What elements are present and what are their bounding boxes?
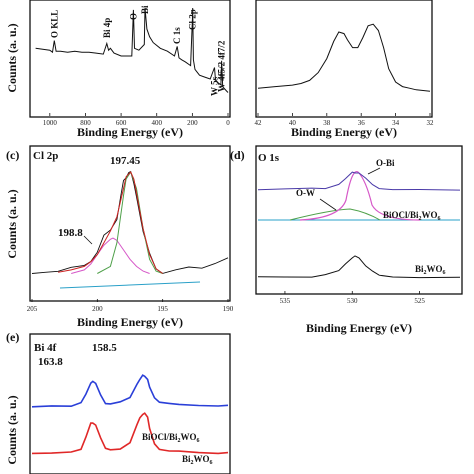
- panel-d-obi-label: O-Bi: [376, 158, 395, 168]
- panel-a-tick-label: 0: [226, 119, 230, 127]
- panel-e-ylabel: Counts (a. u.): [5, 395, 19, 464]
- panel-e-frame: [29, 333, 231, 474]
- panel-a-peak-label: Bi: [140, 5, 150, 14]
- panel-b-w4f-line: [257, 23, 431, 92]
- panel-d-composite-line: [257, 171, 461, 191]
- panel-d-title: O 1s: [258, 152, 280, 164]
- panel-c-baseline: [59, 281, 201, 289]
- panel-b-tick-label: 34: [392, 119, 400, 127]
- panel-d-xlabel: Binding Energy (eV): [306, 321, 412, 335]
- panel-b-tick-label: 40: [289, 119, 297, 127]
- panel-b-tick-label: 38: [323, 119, 331, 127]
- panel-a-peak-label: W 4f5/2 4f7/2: [217, 40, 227, 92]
- panel-a: 1000 800 600 400 200 0 Binding Energy (eV) Co…: [5, 0, 231, 139]
- panel-c-fit-envelope: [58, 171, 163, 274]
- panel-a-peak-labels: O KLL Bi 4p OBi C 1s Cl 2p W 5sW 4f5/2 4f7/2: [49, 5, 226, 96]
- panel-a-peak-label: C 1s: [172, 27, 182, 44]
- panel-c-tick-label: 190: [223, 305, 234, 313]
- panel-e-title: Bi 4f: [34, 342, 57, 354]
- panel-e-peak-158: 158.5: [92, 342, 117, 354]
- panel-c-xlabel: Binding Energy (eV): [77, 315, 183, 329]
- panel-c-tick-label: 200: [92, 305, 103, 313]
- panel-b: 42 40 38 36 34 32 Binding Energy (eV): [255, 0, 435, 139]
- panel-b-x-ticks: 42 40 38 36 34 32: [255, 113, 435, 127]
- panel-a-xlabel: Binding Energy (eV): [77, 125, 183, 139]
- panel-d-ow-label: O-W: [296, 188, 315, 198]
- panel-d-ow-pointer: [319, 198, 337, 211]
- panel-d-tick-label: 530: [347, 297, 358, 305]
- panel-d-bi2wo6-line: [257, 255, 461, 279]
- panel-b-frame: [255, 0, 433, 118]
- panel-e-top-legend: BiOCl/Bi2WO6: [142, 432, 200, 444]
- panel-a-tick-label: 800: [80, 119, 91, 127]
- panel-d-top-legend: BiOCl/Bi2WO6: [383, 210, 441, 222]
- panel-a-tick-label: 400: [151, 119, 162, 127]
- panel-c-ylabel: Counts (a. u.): [5, 189, 19, 258]
- panel-a-tick-label: 200: [187, 119, 198, 127]
- panel-a-peak-label: Cl 2p: [188, 9, 198, 30]
- panel-b-xlabel: Binding Energy (eV): [291, 125, 397, 139]
- panel-a-x-ticks: 1000 800 600 400 200 0: [43, 113, 230, 127]
- panel-a-peak-label: O: [128, 13, 138, 20]
- panel-c-pointer: [83, 235, 93, 245]
- panel-c-2p32-component: [97, 170, 163, 274]
- panel-c-frame: [29, 145, 231, 302]
- panel-c-raw-line: [31, 170, 229, 274]
- panel-b-tick-label: 36: [358, 119, 366, 127]
- panel-c-tick-label: 205: [27, 305, 38, 313]
- panel-d-obi-pointer: [367, 167, 381, 175]
- panel-d-ow-component: [289, 208, 381, 221]
- panel-e: (e) Bi 4f 163.8 158.5 Counts (a. u.) BiO…: [5, 330, 231, 474]
- panel-c-peak-197: 197.45: [110, 155, 141, 167]
- panel-d-obi-component: [299, 170, 421, 221]
- panel-a-frame: [29, 0, 231, 118]
- panel-c-label: (c): [6, 148, 19, 162]
- panel-e-label: (e): [6, 330, 19, 344]
- panel-e-composite-line: [31, 374, 229, 408]
- panel-a-tick-label: 600: [116, 119, 127, 127]
- panel-a-peak-label: O KLL: [49, 10, 59, 38]
- panel-a-peak-label: Bi 4p: [102, 18, 112, 38]
- panel-e-bottom-legend: Bi2WO6: [182, 454, 213, 466]
- panel-c: (c) Cl 2p 205 200 195 190 Binding Energy (e…: [5, 145, 234, 329]
- panel-d-frame: [255, 145, 463, 295]
- panel-d: (d) O 1s 535 530 525 Binding Energy (eV) O…: [230, 145, 463, 335]
- panel-d-x-ticks: 535 530 525: [280, 291, 425, 305]
- panel-c-x-ticks: 205 200 195 190: [27, 299, 234, 313]
- panel-d-label: (d): [230, 148, 245, 162]
- panel-d-bottom-legend: Bi2WO6: [415, 264, 446, 276]
- panel-a-peak-label: W 5s: [210, 76, 220, 96]
- panel-c-title: Cl 2p: [33, 150, 58, 162]
- panel-c-2p12-component: [71, 237, 150, 274]
- panel-d-tick-label: 535: [280, 297, 291, 305]
- panel-d-tick-label: 525: [414, 297, 425, 305]
- panel-b-tick-label: 32: [427, 119, 435, 127]
- panel-a-survey-line: [35, 7, 229, 93]
- panel-c-tick-label: 195: [157, 305, 168, 313]
- panel-b-tick-label: 42: [255, 119, 263, 127]
- panel-c-peak-198: 198.8: [58, 227, 83, 239]
- panel-a-tick-label: 1000: [43, 119, 58, 127]
- panel-a-ylabel: Counts (a. u.): [5, 23, 19, 92]
- panel-e-bi2wo6-line: [31, 412, 229, 455]
- panel-e-peak-163: 163.8: [38, 356, 63, 368]
